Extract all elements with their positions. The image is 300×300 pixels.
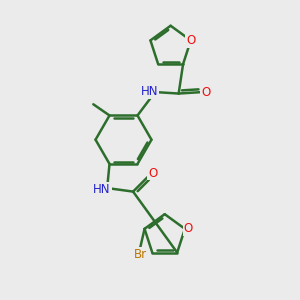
Text: O: O: [184, 222, 193, 235]
Text: O: O: [201, 85, 210, 99]
Text: HN: HN: [93, 183, 111, 196]
Text: O: O: [148, 167, 158, 179]
Text: HN: HN: [141, 85, 158, 98]
Text: Br: Br: [134, 248, 147, 261]
Text: O: O: [186, 34, 195, 47]
